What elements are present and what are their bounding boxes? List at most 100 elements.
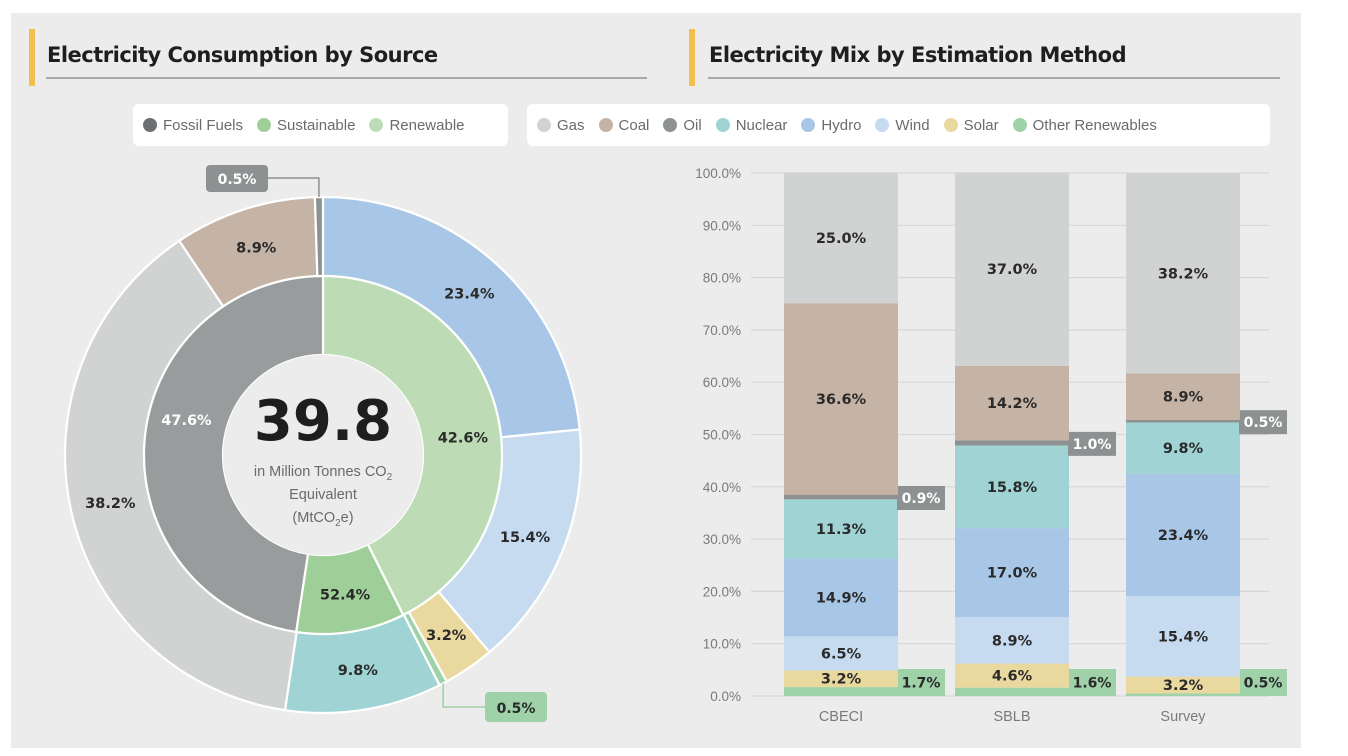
y-tick-label: 50.0% (703, 428, 741, 443)
legend-label: Oil (683, 116, 702, 134)
y-tick-label: 20.0% (703, 584, 741, 599)
donut-label-hydro: 23.4% (444, 286, 495, 302)
legend-label: Other Renewables (1032, 116, 1157, 134)
callout-line (442, 683, 486, 708)
legend-label: Renewable (389, 116, 465, 134)
legend-label: Solar (963, 116, 999, 134)
donut-center: 39.8 in Million Tonnes CO2 Equivalent (M… (223, 355, 423, 555)
bar-segment-sblb-nuclear[interactable] (955, 445, 1069, 529)
legend-item-gas[interactable]: Gas (537, 117, 585, 134)
stacked-bar-chart: 0.0% 10.0% 20.0% 30.0% 40.0% 50.0% 60.0% 70.0% 8… (695, 166, 1287, 725)
legend-dot-icon (715, 118, 730, 132)
donut-label-wind: 15.4% (500, 530, 551, 546)
bar-callout-box (1239, 410, 1287, 435)
legend-item-solar[interactable]: Solar (943, 116, 999, 134)
left-chart-title: Electricity Consumption by Source (47, 43, 438, 67)
legend-dot-icon (143, 118, 157, 132)
bar-label-cbeci-nuclear: 11.3% (816, 522, 867, 538)
legend-dot-icon (875, 118, 890, 132)
legend-item-sustainable[interactable]: Sustainable (257, 117, 355, 134)
legend-item-renewable[interactable]: Renewable (369, 116, 465, 134)
bar-segment-sblb-wind[interactable] (955, 617, 1069, 664)
bar-segment-cbeci-nuclear[interactable] (784, 499, 898, 559)
legend-item-oil[interactable]: Oil (663, 116, 702, 134)
donut-label-sustainable: 52.4% (320, 587, 371, 603)
y-tick-label: 70.0% (703, 323, 741, 338)
bar-label-survey-nuclear: 9.8% (1163, 441, 1204, 457)
bar-segment-sblb-solar[interactable] (955, 663, 1069, 688)
x-category-label: Survey (1160, 709, 1206, 725)
callout-box (485, 692, 547, 722)
bar-label-sblb-nuclear: 15.8% (987, 480, 1038, 496)
y-tick-label: 90.0% (703, 218, 741, 233)
bar-segment-cbeci-wind[interactable] (784, 636, 898, 671)
bar-segment-sblb-oil[interactable] (955, 440, 1069, 446)
legend-item-coal[interactable]: Coal (598, 116, 650, 134)
legend-dot-icon (1012, 118, 1027, 132)
bar-label-cbeci-wind: 6.5% (821, 646, 862, 662)
bar-segment-cbeci-hydro[interactable] (784, 558, 898, 637)
bar-label-survey-solar: 3.2% (1163, 678, 1204, 694)
bar-segment-cbeci-oil[interactable] (784, 494, 898, 500)
bar-label-survey-gas: 38.2% (1158, 266, 1209, 282)
donut-label-renewable: 42.6% (438, 430, 489, 446)
legend-item-wind[interactable]: Wind (875, 117, 930, 134)
bar-label-sblb-coal: 14.2% (987, 396, 1038, 412)
bar-callout-box (1068, 669, 1116, 696)
bar-segment-survey-coal[interactable] (1126, 373, 1240, 420)
donut-unit-line2: Equivalent (289, 487, 357, 503)
y-tick-label: 80.0% (703, 271, 741, 286)
donut-hole (223, 355, 423, 555)
donut-label-other-renewables: 0.5% (497, 701, 536, 717)
donut-unit-line3: (MtCO2e) (292, 510, 353, 529)
legend-dot-icon (257, 118, 272, 132)
right-title-underline (708, 77, 1280, 79)
legend-item-hydro[interactable]: Hydro (801, 117, 861, 134)
y-tick-label: 10.0% (703, 637, 741, 652)
bar-label-sblb-other-renewables: 1.6% (1073, 676, 1112, 692)
bar-segment-cbeci-coal[interactable] (784, 303, 898, 495)
bar-segment-survey-gas[interactable] (1126, 173, 1240, 374)
bar-segment-survey-nuclear[interactable] (1126, 422, 1240, 474)
donut-label-nuclear: 9.8% (338, 663, 379, 679)
bar-segment-sblb-coal[interactable] (955, 365, 1069, 441)
donut-label-coal: 8.9% (236, 240, 277, 256)
bar-segment-survey-oil[interactable] (1126, 419, 1240, 423)
bar-segment-survey-wind[interactable] (1126, 596, 1240, 677)
legend-item-fossil-fuels[interactable]: Fossil Fuels (143, 117, 243, 134)
bar-label-sblb-solar: 4.6% (992, 669, 1033, 685)
legend-dot-icon (598, 118, 613, 132)
bar-segment-cbeci-gas[interactable] (784, 172, 898, 304)
bar-segment-sblb-other-renewables[interactable] (955, 687, 1069, 696)
bar-label-sblb-wind: 8.9% (992, 633, 1033, 649)
bar-segment-sblb-hydro[interactable] (955, 528, 1069, 618)
legend-dot-icon (537, 118, 551, 132)
legend-label: Sustainable (277, 116, 356, 134)
bar-segment-survey-hydro[interactable] (1126, 473, 1240, 597)
bar-segment-cbeci-solar[interactable] (784, 670, 898, 688)
legend-dot-icon (801, 118, 816, 132)
legend-item-other-renewables[interactable]: Other Renewables (1012, 116, 1157, 134)
outer-slice-oil[interactable] (313, 195, 325, 278)
bar-segment-survey-solar[interactable] (1126, 676, 1240, 694)
callout-line (262, 177, 320, 198)
y-tick-label: 60.0% (703, 375, 741, 390)
callout-box (206, 165, 268, 192)
y-tick-label: 100.0% (695, 166, 741, 181)
bar-label-survey-wind: 15.4% (1158, 629, 1209, 645)
bar-segment-cbeci-other-renewables[interactable] (784, 687, 898, 696)
legend-dot-icon (663, 118, 678, 132)
bar-label-survey-coal: 8.9% (1163, 390, 1204, 406)
donut-total-value: 39.8 (254, 389, 392, 454)
donut-label-solar: 3.2% (426, 628, 467, 644)
bar-segment-survey-other-renewables[interactable] (1126, 693, 1240, 696)
donut-label-gas: 38.2% (85, 496, 136, 512)
donut-legend: Fossil Fuels Sustainable Renewable (133, 104, 508, 146)
legend-label: Coal (618, 116, 650, 134)
bar-callout-box (897, 669, 945, 696)
legend-label: Hydro (821, 116, 862, 134)
legend-item-nuclear[interactable]: Nuclear (715, 117, 787, 134)
left-title-underline (46, 77, 647, 79)
bar-segment-sblb-gas[interactable] (955, 172, 1069, 366)
